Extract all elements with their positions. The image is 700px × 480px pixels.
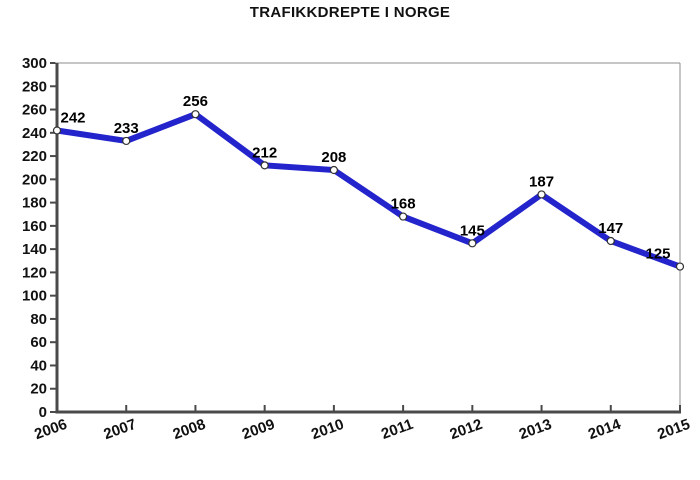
x-tick-label: 2011: [379, 416, 415, 443]
chart-title: TRAFIKKDREPTE I NORGE: [249, 4, 451, 21]
data-point-label: 168: [391, 196, 416, 213]
data-point-label: 256: [183, 93, 208, 110]
data-series: 242 233 256 212 208 168 145 187 147 125: [52, 93, 685, 271]
data-point-marker: [468, 239, 477, 248]
data-point-marker: [191, 110, 200, 119]
data-point-marker: [52, 126, 62, 135]
y-tick-label: 300: [22, 55, 47, 72]
y-tick-label: 200: [22, 171, 47, 188]
data-point-marker: [399, 212, 408, 221]
y-tick-label: 100: [22, 288, 47, 305]
data-point-label: 145: [460, 222, 485, 239]
data-point-marker: [329, 165, 338, 175]
y-tick-label: 160: [22, 218, 47, 235]
x-tick-label: 2015: [655, 416, 692, 443]
x-tick-label: 2008: [171, 416, 208, 443]
y-tick-label: 40: [30, 357, 47, 374]
y-tick-label: 260: [22, 102, 47, 119]
y-tick-label: 240: [22, 125, 47, 142]
data-point-marker: [675, 262, 685, 271]
y-tick-label: 140: [22, 241, 47, 258]
data-point-label: 233: [114, 120, 139, 137]
data-point-marker: [260, 161, 269, 170]
y-tick-label: 0: [39, 404, 47, 421]
plot-frame: [56, 62, 681, 412]
data-point-label: 242: [60, 109, 85, 126]
data-point-marker: [122, 136, 131, 146]
data-point-marker: [606, 236, 615, 246]
x-tick-label: 2014: [586, 416, 624, 444]
x-tick-label: 2007: [101, 416, 138, 443]
data-point-label: 212: [252, 144, 277, 161]
y-tick-label: 20: [30, 381, 47, 398]
y-tick-label: 120: [22, 264, 47, 281]
x-axis: 2006 2007 2008 2009 2010 2011 2012 2013 2014 2015: [32, 405, 692, 443]
y-tick-label: 180: [22, 195, 47, 212]
data-line: [56, 110, 682, 270]
data-point-label: 125: [645, 246, 670, 263]
data-point-label: 147: [598, 220, 623, 237]
y-tick-label: 220: [22, 148, 47, 165]
y-tick-label: 80: [30, 311, 47, 328]
y-tick-label: 60: [30, 334, 47, 351]
data-point-label: 208: [321, 149, 346, 166]
y-tick-label: 280: [22, 78, 47, 95]
y-axis: 0 20 40 60 80 100 120 140 160 180 200 220 240 260 280 3…: [22, 55, 59, 421]
x-tick-label: 2010: [309, 416, 346, 443]
x-tick-label: 2012: [448, 416, 485, 443]
x-tick-label: 2009: [240, 416, 277, 443]
data-point-marker: [537, 190, 546, 199]
x-tick-label: 2013: [517, 416, 554, 443]
data-point-label: 187: [529, 173, 554, 190]
